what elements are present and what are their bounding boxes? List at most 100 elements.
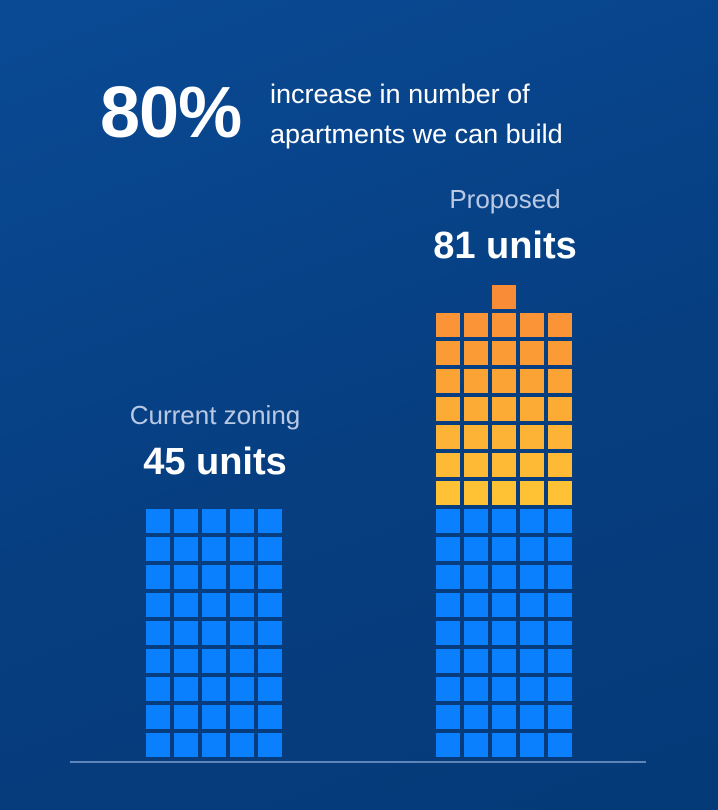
proposed-unit-square [436, 453, 460, 477]
proposed-unit-square [548, 341, 572, 365]
current-unit-square [258, 649, 282, 673]
proposed-unit-square [464, 341, 488, 365]
current-unit-square [146, 705, 170, 729]
proposed-unit-square [436, 369, 460, 393]
proposed-unit-square [464, 313, 488, 337]
proposed-unit-square [548, 537, 572, 561]
current-unit-square [258, 509, 282, 533]
proposed-unit-square [520, 705, 544, 729]
current-unit-square [202, 677, 226, 701]
proposed-unit-square [492, 285, 516, 309]
proposed-unit-square [520, 593, 544, 617]
proposed-value: 81 units [433, 225, 577, 267]
proposed-unit-square [520, 733, 544, 757]
current-unit-square [230, 733, 254, 757]
proposed-unit-square [548, 677, 572, 701]
proposed-unit-square [520, 341, 544, 365]
headline-line-2: apartments we can build [270, 119, 563, 149]
proposed-unit-square [548, 369, 572, 393]
proposed-unit-square [492, 649, 516, 673]
current-unit-square [230, 565, 254, 589]
proposed-unit-square [464, 369, 488, 393]
current-unit-square [174, 593, 198, 617]
proposed-unit-square [464, 453, 488, 477]
current-unit-square [258, 621, 282, 645]
proposed-unit-square [520, 565, 544, 589]
proposed-unit-square [520, 481, 544, 505]
proposed-unit-square [464, 705, 488, 729]
current-unit-square [174, 509, 198, 533]
current-unit-square [146, 537, 170, 561]
current-unit-square [202, 705, 226, 729]
proposed-unit-square [548, 313, 572, 337]
current-unit-square [202, 565, 226, 589]
current-unit-square [258, 565, 282, 589]
proposed-unit-square [548, 565, 572, 589]
proposed-unit-square [464, 565, 488, 589]
proposed-unit-square [492, 369, 516, 393]
current-unit-square [202, 621, 226, 645]
proposed-unit-square [436, 341, 460, 365]
proposed-unit-square [436, 537, 460, 561]
current-unit-square [174, 537, 198, 561]
current-unit-square [258, 705, 282, 729]
proposed-unit-square [464, 397, 488, 421]
proposed-unit-square [492, 509, 516, 533]
proposed-unit-square [464, 649, 488, 673]
current-unit-square [202, 509, 226, 533]
proposed-unit-square [436, 397, 460, 421]
proposed-unit-square [492, 453, 516, 477]
proposed-unit-square [520, 313, 544, 337]
current-unit-square [258, 733, 282, 757]
proposed-unit-square [492, 313, 516, 337]
current-unit-square [230, 593, 254, 617]
current-unit-square [258, 677, 282, 701]
proposed-unit-square [548, 705, 572, 729]
current-unit-square [202, 733, 226, 757]
current-unit-square [230, 537, 254, 561]
proposed-unit-square [464, 425, 488, 449]
proposed-unit-square [436, 425, 460, 449]
proposed-unit-square [464, 733, 488, 757]
proposed-unit-square [436, 677, 460, 701]
headline-description: increase in number of apartments we can … [270, 74, 563, 154]
current-zoning-category: Current zoning [129, 400, 301, 430]
proposed-unit-square [492, 481, 516, 505]
proposed-label: Proposed 81 units [390, 184, 620, 268]
current-unit-square [230, 621, 254, 645]
proposed-unit-square [464, 537, 488, 561]
current-unit-square [146, 509, 170, 533]
proposed-unit-square [492, 593, 516, 617]
proposed-unit-square [520, 649, 544, 673]
proposed-unit-square [548, 425, 572, 449]
current-unit-square [230, 677, 254, 701]
current-unit-square [202, 649, 226, 673]
current-zoning-label: Current zoning 45 units [100, 400, 330, 484]
headline-line-1: increase in number of [270, 79, 530, 109]
current-unit-square [174, 565, 198, 589]
current-unit-square [202, 537, 226, 561]
current-unit-square [230, 649, 254, 673]
proposed-unit-square [436, 313, 460, 337]
headline: 80% increase in number of apartments we … [100, 70, 660, 160]
current-unit-square [146, 677, 170, 701]
current-unit-square [146, 621, 170, 645]
proposed-unit-square [520, 369, 544, 393]
current-unit-square [174, 649, 198, 673]
proposed-unit-square [436, 509, 460, 533]
proposed-unit-square [492, 397, 516, 421]
proposed-unit-square [492, 621, 516, 645]
current-unit-square [146, 733, 170, 757]
proposed-unit-square [520, 621, 544, 645]
proposed-unit-square [548, 733, 572, 757]
current-unit-square [174, 677, 198, 701]
proposed-unit-square [492, 677, 516, 701]
proposed-unit-square [548, 481, 572, 505]
proposed-unit-square [520, 677, 544, 701]
proposed-unit-square [492, 537, 516, 561]
proposed-unit-square [548, 453, 572, 477]
headline-percent: 80% [100, 73, 242, 153]
current-unit-square [174, 705, 198, 729]
current-unit-square [202, 593, 226, 617]
